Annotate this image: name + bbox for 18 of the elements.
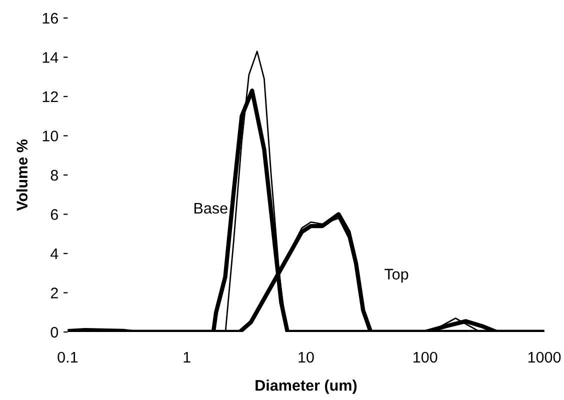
x-tick-label: 1 [184, 352, 190, 363]
annotation: Base [194, 202, 228, 214]
y-tick-label: 12 [42, 91, 58, 102]
annotation: Top [384, 268, 408, 283]
y-tick-label: 14 [42, 52, 58, 63]
y-tick-label: 8 [50, 170, 58, 181]
y-tick-label: 4 [50, 248, 58, 260]
y-tick-label: 16 [42, 12, 58, 24]
x-tick-label: 10 [298, 352, 314, 363]
y-axis-title: Volume % [16, 139, 28, 211]
y-tick-label: 10 [42, 130, 58, 142]
x-tick-label: 1000 [528, 352, 561, 363]
y-tick-label: 2 [50, 288, 58, 298]
y-tick-label: 6 [50, 209, 58, 220]
x-tick-label: 100 [414, 352, 438, 363]
x-tick-label: 0.1 [58, 352, 78, 363]
x-axis-title: Diameter (um) [256, 380, 357, 394]
y-tick-label: 0 [50, 326, 58, 338]
